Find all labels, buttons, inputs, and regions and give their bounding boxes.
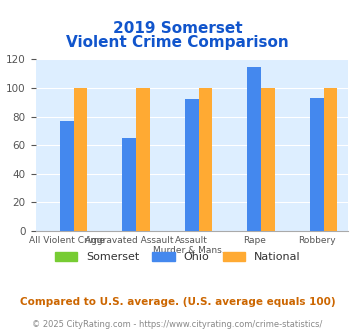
Bar [323,88,337,231]
Bar [60,121,73,231]
Text: © 2025 CityRating.com - https://www.cityrating.com/crime-statistics/: © 2025 CityRating.com - https://www.city… [32,320,323,329]
Bar [310,98,323,231]
Bar [136,88,150,231]
Bar [122,138,136,231]
Text: Violent Crime Comparison: Violent Crime Comparison [66,35,289,50]
Bar [185,99,198,231]
Bar [198,88,212,231]
Bar [73,88,87,231]
Bar [261,88,275,231]
Text: 2019 Somerset: 2019 Somerset [113,21,242,36]
Text: Compared to U.S. average. (U.S. average equals 100): Compared to U.S. average. (U.S. average … [20,297,335,307]
Bar [247,67,261,231]
Legend: Somerset, Ohio, National: Somerset, Ohio, National [50,248,305,267]
